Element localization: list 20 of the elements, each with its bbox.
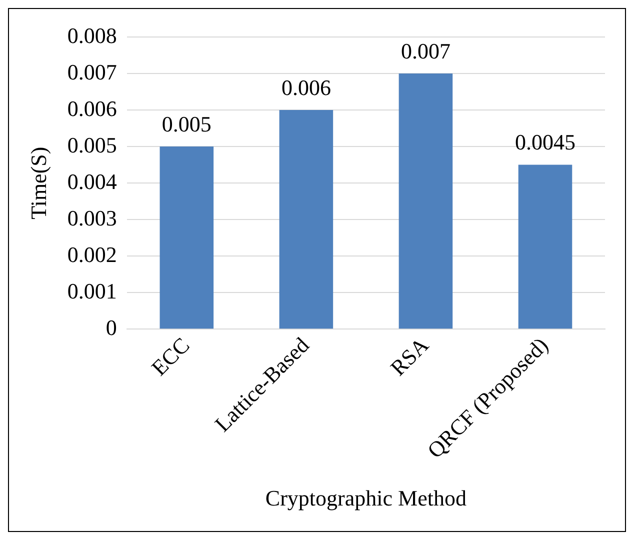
bar: [160, 146, 214, 329]
y-tick-label: 0.003: [67, 205, 117, 230]
y-tick-label: 0.002: [67, 242, 117, 267]
data-label: 0.006: [281, 74, 331, 100]
y-tick-label: 0.007: [67, 59, 117, 84]
x-tick-label: RSA: [385, 332, 434, 380]
data-label: 0.005: [162, 111, 212, 136]
y-tick-label: 0.008: [67, 22, 117, 48]
data-label: 0.007: [400, 38, 450, 64]
x-axis-title: Cryptographic Method: [265, 486, 466, 511]
bar: [398, 74, 453, 329]
y-tick-label: 0.001: [67, 278, 117, 304]
y-tick-label: 0: [106, 314, 117, 340]
y-tick-label: 0.006: [67, 96, 117, 121]
y-tick-label: 0.005: [67, 132, 117, 158]
data-label: 0.0045: [514, 130, 576, 155]
bar: [518, 164, 572, 329]
y-tick-label: 0.004: [67, 168, 117, 194]
bar: [279, 110, 334, 329]
y-axis-title: Time(S): [26, 146, 51, 220]
